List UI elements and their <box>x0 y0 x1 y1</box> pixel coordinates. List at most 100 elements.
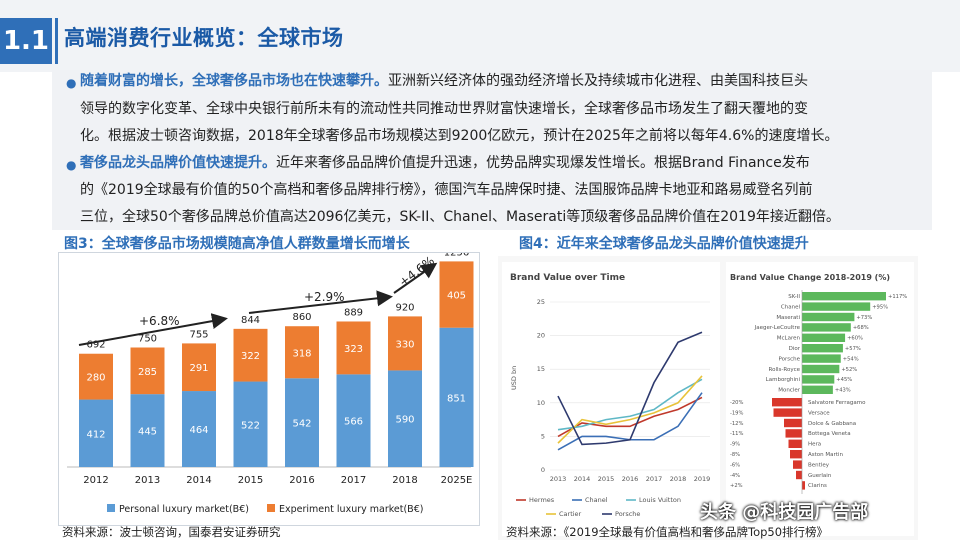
legend-label: Chanel <box>585 496 608 504</box>
bar-personal-2012 <box>79 399 113 467</box>
data-label-experiment: 318 <box>292 348 311 359</box>
tick-label-x: 2013 <box>550 475 567 483</box>
page-title: 高端消费行业概览：全球市场 <box>64 26 344 50</box>
bar-brand-label: Jaeger-LeCoultre <box>754 325 801 331</box>
tick-label-x: 2013 <box>135 475 160 486</box>
bar-brand-label: Versace <box>808 410 830 416</box>
bar-brand-label: Guerlain <box>808 473 832 479</box>
data-label-total: 1256 <box>444 253 469 258</box>
bar-experiment-2012 <box>79 353 113 400</box>
brand-value-line-panel: Brand Value over Time 0 5 10 15 20 25 USD bn 201… <box>502 262 720 536</box>
bar-brand-label: SK-II <box>788 294 800 300</box>
line-series-cartier <box>557 375 703 444</box>
change-bar-positive <box>802 385 833 394</box>
legend-label: Cartier <box>559 510 582 518</box>
data-label-personal: 445 <box>138 427 157 438</box>
bar-value-label: -8% <box>730 452 740 458</box>
data-label-experiment: 323 <box>344 344 363 355</box>
bullet-2-highlight: 奢侈品龙头品牌价值快速提升。 <box>80 155 276 171</box>
change-bar-positive <box>802 354 841 363</box>
data-label-experiment: 285 <box>138 367 157 378</box>
legend-label: Hermes <box>529 496 555 504</box>
growth-arrow-1 <box>78 313 228 346</box>
bar-personal-2014 <box>182 391 216 467</box>
figure-4-image: Brand Value over Time 0 5 10 15 20 25 USD bn 201… <box>498 256 918 540</box>
data-label-total: 755 <box>189 329 208 340</box>
bar-value-label: -19% <box>730 410 743 416</box>
bar-value-label: +54% <box>843 356 859 362</box>
bar-value-label: +2% <box>730 483 743 489</box>
growth-label-1: +6.8% <box>139 314 180 328</box>
bar-brand-label: McLaren <box>777 336 801 342</box>
tick-label-x: 2018 <box>392 475 417 486</box>
luxury-market-bar-chart: 412 280 692 2012 445 285 750 2013 464 291 755 2014 5… <box>67 247 474 515</box>
tick-label-x: 2025E <box>441 475 473 486</box>
bar-value-label: +60% <box>847 336 863 342</box>
brand-value-line-chart: Brand Value over Time 0 5 10 15 20 25 USD bn 201… <box>510 273 710 518</box>
bar-value-label: -6% <box>730 462 740 468</box>
bar-brand-label: Aston Martin <box>808 452 843 458</box>
bar-value-label: -12% <box>730 421 743 427</box>
legend-label-experiment: Experiment luxury market(B€) <box>279 504 423 515</box>
change-bar-positive <box>802 375 835 384</box>
bar-value-label: -11% <box>730 431 743 437</box>
data-label-total: 844 <box>241 315 260 326</box>
bar-value-label: +52% <box>841 367 857 373</box>
bar-value-label: +43% <box>835 388 851 394</box>
bar-chart-title: Brand Value Change 2018-2019 (%) <box>730 273 890 282</box>
tick-label-y: 25 <box>537 298 545 306</box>
figure-4-source: 资料来源：《2019全球最有价值高档和奢侈品牌Top50排行榜》 <box>506 525 829 539</box>
tick-label-x: 2018 <box>670 475 687 483</box>
bullet-2-line-2: 的《2019全球最有价值的50个高档和奢侈品牌排行榜》，德国汽车品牌保时捷、法国… <box>80 182 813 198</box>
bar-brand-label: Rolls-Royce <box>769 367 801 373</box>
bar-value-label: +95% <box>872 304 888 310</box>
bar-brand-label: Hera <box>808 442 821 448</box>
legend-label-personal: Personal luxury market(B€) <box>119 504 249 515</box>
bullet-dot: ● <box>66 158 77 172</box>
change-bar-negative <box>788 439 802 448</box>
growth-label-2: +2.9% <box>304 290 345 304</box>
data-label-personal: 522 <box>241 420 260 431</box>
change-bar-positive <box>802 323 851 332</box>
data-label-total: 920 <box>395 302 414 313</box>
bar-brand-label: Lamborghini <box>766 377 801 383</box>
bullet-1-line-2: 领导的数字化变革、全球中央银行前所未有的流动性共同推动世界财富快速增长，全球奢侈… <box>80 101 808 117</box>
bar-value-label: -4% <box>730 473 740 479</box>
bar-personal-2015 <box>233 381 268 467</box>
bar-personal-2017 <box>336 374 371 467</box>
tick-label-y: 0 <box>541 466 545 474</box>
bar-brand-label: Dolce & Gabbana <box>808 421 856 427</box>
line-series-louis-vuitton <box>557 378 703 431</box>
growth-arrow-3 <box>393 262 438 294</box>
watermark: 头条 @科技园广告部 <box>700 502 869 523</box>
change-bar-negative <box>793 460 802 469</box>
change-bar-negative <box>784 418 802 428</box>
tick-label-y: 20 <box>537 332 545 340</box>
tick-label-x: 2017 <box>341 475 366 486</box>
tick-label-x: 2014 <box>186 475 211 486</box>
change-bar-negative <box>802 481 805 490</box>
growth-arrow-2 <box>248 290 393 314</box>
bar-value-label: -9% <box>730 442 740 448</box>
header-band <box>0 0 960 72</box>
data-label-total: 750 <box>138 334 157 345</box>
tick-label-y: 10 <box>537 399 545 407</box>
bar-experiment-2013 <box>130 347 165 395</box>
change-bar-positive <box>802 344 843 353</box>
growth-label-3: +4.6% <box>396 253 437 289</box>
line-chart-title: Brand Value over Time <box>510 273 625 283</box>
change-bar-positive <box>802 292 886 301</box>
bar-value-label: +73% <box>856 315 872 321</box>
change-bar-positive <box>802 364 840 374</box>
bar-experiment-2017 <box>336 321 371 375</box>
data-label-experiment: 330 <box>395 339 414 350</box>
bar-value-label: +117% <box>888 294 907 300</box>
bar-brand-label: Moncler <box>778 388 801 394</box>
bullet-1-line-3: 化。根据波士顿咨询数据，2018年全球奢侈品市场规模达到9200亿欧元，预计在2… <box>80 128 839 144</box>
data-label-personal: 542 <box>292 419 311 430</box>
change-bar-negative <box>773 408 802 417</box>
legend-label: Louis Vuitton <box>639 496 681 504</box>
data-label-personal: 566 <box>344 417 363 428</box>
bar-brand-label: Bottega Veneta <box>808 431 851 437</box>
bar-brand-label: Salvatore Ferragamo <box>808 400 866 406</box>
